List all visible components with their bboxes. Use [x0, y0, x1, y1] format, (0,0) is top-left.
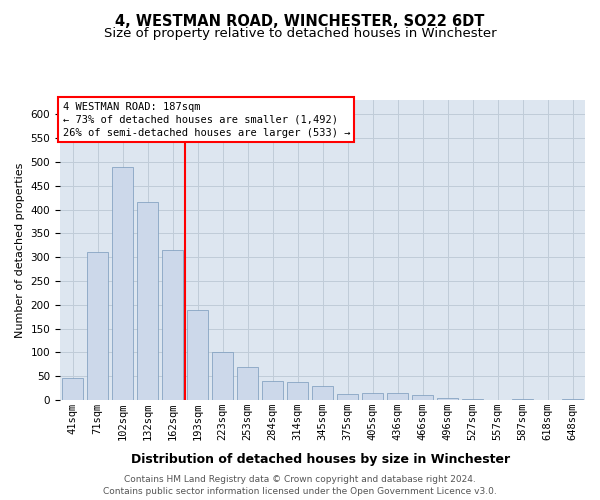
Bar — [112, 166, 133, 400]
Bar — [437, 398, 458, 400]
Bar — [137, 202, 158, 400]
Text: 4 WESTMAN ROAD: 187sqm
← 73% of detached houses are smaller (1,492)
26% of semi-: 4 WESTMAN ROAD: 187sqm ← 73% of detached… — [62, 102, 350, 138]
Text: Contains HM Land Registry data © Crown copyright and database right 2024.
Contai: Contains HM Land Registry data © Crown c… — [103, 474, 497, 496]
Text: Distribution of detached houses by size in Winchester: Distribution of detached houses by size … — [131, 452, 511, 466]
Bar — [412, 395, 433, 400]
Bar — [87, 252, 108, 400]
Bar — [262, 381, 283, 400]
Bar — [562, 399, 583, 400]
Bar — [462, 399, 483, 400]
Bar — [312, 386, 333, 400]
Bar — [287, 382, 308, 400]
Text: 4, WESTMAN ROAD, WINCHESTER, SO22 6DT: 4, WESTMAN ROAD, WINCHESTER, SO22 6DT — [115, 14, 485, 29]
Bar — [512, 398, 533, 400]
Bar — [187, 310, 208, 400]
Text: Size of property relative to detached houses in Winchester: Size of property relative to detached ho… — [104, 28, 496, 40]
Bar — [387, 393, 408, 400]
Y-axis label: Number of detached properties: Number of detached properties — [15, 162, 25, 338]
Bar — [62, 378, 83, 400]
Bar — [237, 366, 258, 400]
Bar — [337, 394, 358, 400]
Bar — [212, 352, 233, 400]
Bar — [362, 393, 383, 400]
Bar — [162, 250, 183, 400]
